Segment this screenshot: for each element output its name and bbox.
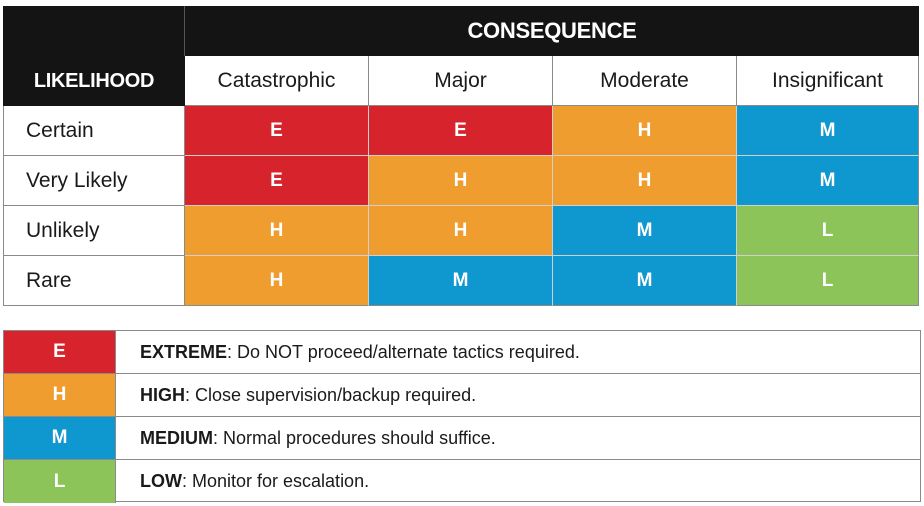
matrix-row-rare: Rare H M M L (3, 256, 919, 306)
legend-level: MEDIUM (140, 427, 213, 448)
risk-cell: M (737, 156, 919, 206)
legend-text: : Monitor for escalation. (182, 471, 370, 491)
risk-legend: E EXTREME: Do NOT proceed/alternate tact… (3, 330, 921, 503)
risk-cell: H (553, 106, 737, 156)
legend-description: HIGH: Close supervision/backup required. (116, 374, 476, 416)
risk-cell: H (369, 156, 553, 206)
risk-cell: M (737, 106, 919, 156)
row-label: Unlikely (3, 206, 185, 256)
likelihood-header: LIKELIHOOD (3, 56, 185, 106)
legend-row-high: H HIGH: Close supervision/backup require… (4, 374, 920, 417)
risk-cell: H (185, 256, 369, 306)
matrix-column-header-row: LIKELIHOOD Catastrophic Major Moderate I… (3, 56, 919, 106)
risk-cell: H (369, 206, 553, 256)
column-header-insignificant: Insignificant (737, 56, 919, 106)
legend-row-low: L LOW: Monitor for escalation. (4, 460, 920, 503)
column-header-catastrophic: Catastrophic (185, 56, 369, 106)
legend-swatch: M (4, 417, 116, 459)
legend-swatch: E (4, 331, 116, 373)
legend-row-extreme: E EXTREME: Do NOT proceed/alternate tact… (4, 331, 920, 374)
risk-cell: L (737, 206, 919, 256)
risk-cell: H (553, 156, 737, 206)
legend-text: : Do NOT proceed/alternate tactics requi… (227, 341, 580, 362)
row-label: Rare (3, 256, 185, 306)
consequence-header: CONSEQUENCE (185, 6, 919, 56)
matrix-row-certain: Certain E E H M (3, 106, 919, 156)
legend-level: LOW (140, 471, 182, 491)
legend-row-medium: M MEDIUM: Normal procedures should suffi… (4, 417, 920, 460)
risk-cell: E (369, 106, 553, 156)
legend-description: LOW: Monitor for escalation. (116, 460, 369, 503)
legend-level: HIGH (140, 384, 185, 405)
risk-cell: M (369, 256, 553, 306)
column-header-moderate: Moderate (553, 56, 737, 106)
legend-description: MEDIUM: Normal procedures should suffice… (116, 417, 496, 459)
matrix-row-very-likely: Very Likely E H H M (3, 156, 919, 206)
legend-text: : Normal procedures should suffice. (213, 427, 496, 448)
risk-cell: H (185, 206, 369, 256)
risk-cell: M (553, 256, 737, 306)
legend-swatch: L (4, 460, 116, 503)
legend-description: EXTREME: Do NOT proceed/alternate tactic… (116, 331, 580, 373)
matrix-row-unlikely: Unlikely H H M L (3, 206, 919, 256)
corner-blank (3, 6, 185, 56)
row-label: Very Likely (3, 156, 185, 206)
legend-text: : Close supervision/backup required. (185, 384, 477, 405)
matrix-header-row: CONSEQUENCE (3, 6, 919, 56)
column-header-major: Major (369, 56, 553, 106)
legend-swatch: H (4, 374, 116, 416)
risk-matrix: CONSEQUENCE LIKELIHOOD Catastrophic Majo… (3, 6, 919, 306)
risk-cell: E (185, 106, 369, 156)
risk-cell: M (553, 206, 737, 256)
row-label: Certain (3, 106, 185, 156)
risk-cell: L (737, 256, 919, 306)
risk-cell: E (185, 156, 369, 206)
legend-level: EXTREME (140, 341, 228, 362)
